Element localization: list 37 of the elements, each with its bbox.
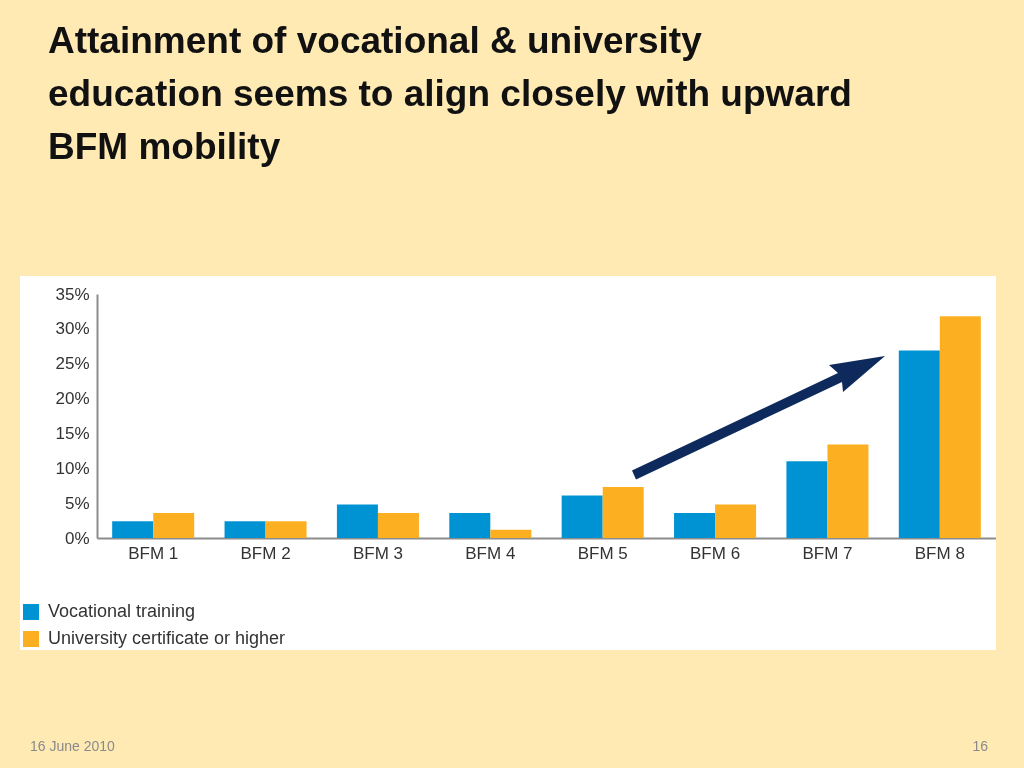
bar <box>336 504 378 538</box>
y-tick-label: 10% <box>55 458 90 478</box>
x-tick-label: BFM 8 <box>914 543 965 563</box>
y-tick-label: 15% <box>55 423 90 443</box>
y-tick-label: 30% <box>55 319 90 339</box>
x-tick-label: BFM 3 <box>352 543 403 563</box>
y-tick-label: 25% <box>55 354 90 374</box>
bar <box>827 444 869 538</box>
bar <box>490 529 532 538</box>
chart-title: Attainment of vocational & university education seems to align closely with upward BFM mobility <box>48 19 853 169</box>
legend-label: Vocational training <box>48 601 196 621</box>
bar <box>674 512 716 538</box>
y-tick-label: 20% <box>55 389 90 409</box>
bar <box>715 504 757 538</box>
x-tick-label: BFM 7 <box>802 543 853 563</box>
y-tick-label: 35% <box>55 284 90 304</box>
text: 16 <box>972 738 988 754</box>
text: 16 June 2010 <box>30 738 115 754</box>
x-tick-label: BFM 6 <box>690 543 741 563</box>
bar <box>602 487 644 538</box>
bar <box>449 512 491 538</box>
x-tick-label: BFM 2 <box>240 543 291 563</box>
bar <box>898 350 940 538</box>
legend-label: University certificate or higher <box>48 628 286 648</box>
x-tick-label: BFM 1 <box>128 543 179 563</box>
bar <box>939 316 981 538</box>
bar <box>377 512 419 538</box>
bar <box>112 521 154 538</box>
y-tick-label: 5% <box>64 493 90 513</box>
bar <box>561 495 603 538</box>
x-tick-label: BFM 4 <box>465 543 516 563</box>
bar <box>224 521 266 538</box>
y-tick-label: 0% <box>64 528 90 548</box>
x-tick-label: BFM 5 <box>577 543 628 563</box>
bar <box>786 461 828 538</box>
bar <box>153 512 195 538</box>
bar <box>265 521 307 538</box>
